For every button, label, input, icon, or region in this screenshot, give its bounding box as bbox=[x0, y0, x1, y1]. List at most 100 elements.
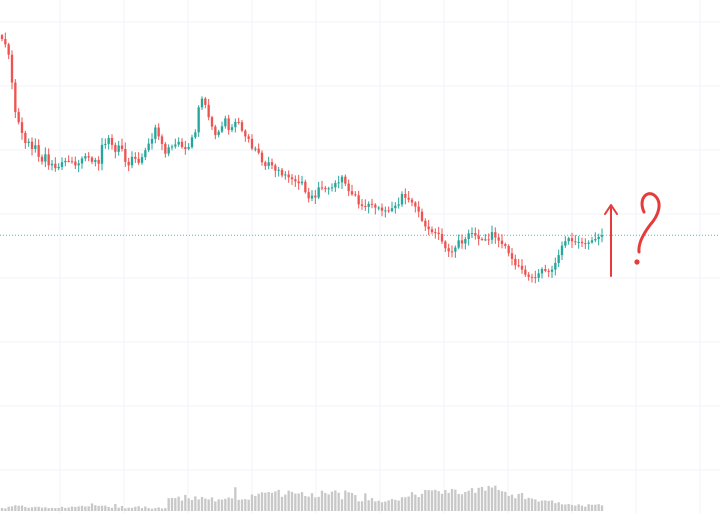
volume-bar bbox=[160, 508, 164, 511]
volume-bar bbox=[297, 493, 300, 511]
candle-down bbox=[510, 253, 514, 259]
volume-bar bbox=[600, 505, 604, 511]
candle-up bbox=[60, 162, 64, 167]
volume-bar bbox=[454, 489, 457, 511]
candle-down bbox=[40, 156, 44, 162]
candle-down bbox=[534, 277, 537, 279]
candle-up bbox=[397, 204, 400, 206]
candle-down bbox=[237, 121, 240, 123]
candle-up bbox=[340, 176, 344, 183]
candle-up bbox=[277, 169, 280, 171]
candle-down bbox=[307, 192, 310, 199]
candle-up bbox=[557, 255, 560, 263]
candle-down bbox=[120, 145, 124, 149]
volume-bar bbox=[90, 503, 94, 511]
volume-bar bbox=[70, 506, 74, 511]
candle-down bbox=[247, 136, 250, 139]
candle-down bbox=[0, 35, 4, 40]
volume-bar bbox=[467, 490, 470, 511]
candle-down bbox=[420, 211, 424, 221]
candle-down bbox=[357, 195, 360, 205]
candle-up bbox=[590, 240, 594, 243]
volume-bar bbox=[360, 501, 364, 511]
volume-bar bbox=[284, 494, 287, 511]
candle-up bbox=[550, 269, 554, 272]
candle-up bbox=[117, 145, 120, 152]
candle-down bbox=[497, 237, 500, 241]
candle-up bbox=[390, 208, 394, 212]
volume-bar bbox=[507, 495, 510, 511]
volume-bar bbox=[367, 500, 370, 511]
candle-down bbox=[124, 148, 127, 162]
volume-bar bbox=[100, 505, 104, 511]
candle-down bbox=[440, 234, 444, 242]
candle-up bbox=[220, 126, 224, 132]
volume-bar bbox=[40, 507, 44, 511]
candle-down bbox=[360, 204, 364, 206]
candle-down bbox=[584, 243, 587, 245]
candle-up bbox=[64, 160, 67, 163]
volume-bar bbox=[557, 502, 560, 511]
candle-down bbox=[514, 258, 517, 266]
volume-bar bbox=[480, 486, 484, 511]
volume-bar bbox=[174, 498, 177, 511]
volume-bar bbox=[547, 500, 550, 511]
volume-bar bbox=[327, 494, 330, 511]
volume-bar bbox=[247, 499, 250, 511]
candle-up bbox=[367, 203, 370, 207]
volume-bar bbox=[500, 491, 504, 511]
volume-bar bbox=[307, 496, 310, 511]
candle-down bbox=[274, 165, 277, 171]
candle-up bbox=[77, 163, 80, 166]
candle-down bbox=[137, 158, 140, 163]
volume-bar bbox=[150, 508, 154, 511]
volume-bar bbox=[514, 498, 517, 511]
candle-up bbox=[254, 148, 257, 150]
candle-up bbox=[94, 159, 97, 162]
candle-down bbox=[67, 160, 70, 162]
candle-up bbox=[230, 127, 234, 131]
candle-down bbox=[477, 235, 480, 240]
candle-down bbox=[250, 138, 254, 149]
volume-bar bbox=[394, 499, 397, 511]
volume-bar bbox=[477, 487, 480, 511]
volume-bar bbox=[334, 490, 337, 511]
candle-down bbox=[324, 188, 327, 190]
candle-up bbox=[560, 245, 564, 256]
volume-bar bbox=[560, 504, 564, 511]
volume-bar bbox=[267, 492, 270, 511]
candle-up bbox=[377, 207, 380, 209]
candle-down bbox=[20, 122, 24, 133]
volume-bar bbox=[214, 501, 217, 511]
volume-bar bbox=[554, 503, 557, 511]
candle-up bbox=[457, 240, 460, 248]
volume-bar bbox=[457, 493, 460, 511]
candle-up bbox=[167, 147, 170, 154]
volume-bar bbox=[354, 495, 357, 511]
volume-bar bbox=[594, 504, 597, 511]
volume-bar bbox=[137, 506, 140, 511]
candle-up bbox=[57, 166, 60, 169]
volume-bar bbox=[190, 499, 194, 511]
candle-down bbox=[570, 238, 574, 242]
candle-down bbox=[70, 161, 74, 163]
candle-down bbox=[87, 156, 90, 158]
candle-up bbox=[594, 239, 597, 241]
volume-bar bbox=[440, 493, 444, 511]
candle-down bbox=[304, 181, 307, 193]
volume-bar bbox=[114, 504, 117, 511]
volume-bar bbox=[277, 489, 280, 511]
candle-down bbox=[280, 169, 284, 176]
candle-up bbox=[80, 158, 84, 164]
candle-down bbox=[184, 147, 187, 149]
volume-bar bbox=[104, 505, 107, 511]
volume-bar bbox=[350, 493, 354, 511]
candle-up bbox=[187, 147, 190, 149]
candle-down bbox=[437, 232, 440, 235]
volume-bar bbox=[44, 507, 47, 511]
candle-down bbox=[134, 156, 137, 159]
candle-up bbox=[44, 154, 47, 162]
candle-up bbox=[470, 233, 474, 235]
